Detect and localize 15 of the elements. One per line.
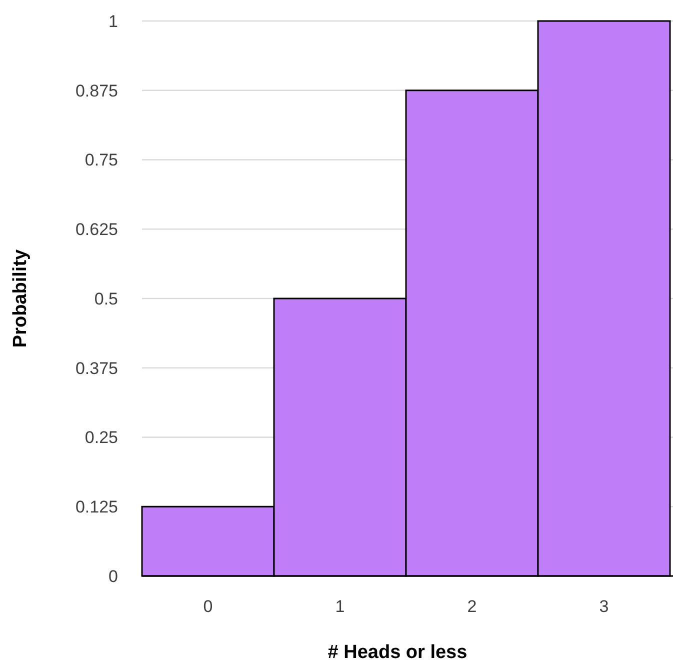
x-tick-label: 3 <box>599 597 609 616</box>
y-axis-title: Probability <box>10 248 31 348</box>
y-tick-label: 0 <box>108 566 118 586</box>
x-tick-label: 1 <box>335 597 345 616</box>
y-tick-label: 0.25 <box>84 428 118 448</box>
y-tick-label: 0.875 <box>75 81 118 100</box>
x-tick-label: 0 <box>203 597 213 616</box>
x-axis-title: # Heads or less <box>328 642 468 663</box>
x-tick-label: 2 <box>467 597 477 616</box>
y-tick-label: 1 <box>108 12 118 31</box>
y-tick-label: 0.125 <box>75 498 118 517</box>
y-tick-label: 0.375 <box>75 358 118 378</box>
y-tick-label: 0.5 <box>94 289 118 308</box>
y-tick-label: 0.625 <box>75 220 118 240</box>
y-tick-label: 0.75 <box>84 150 118 170</box>
